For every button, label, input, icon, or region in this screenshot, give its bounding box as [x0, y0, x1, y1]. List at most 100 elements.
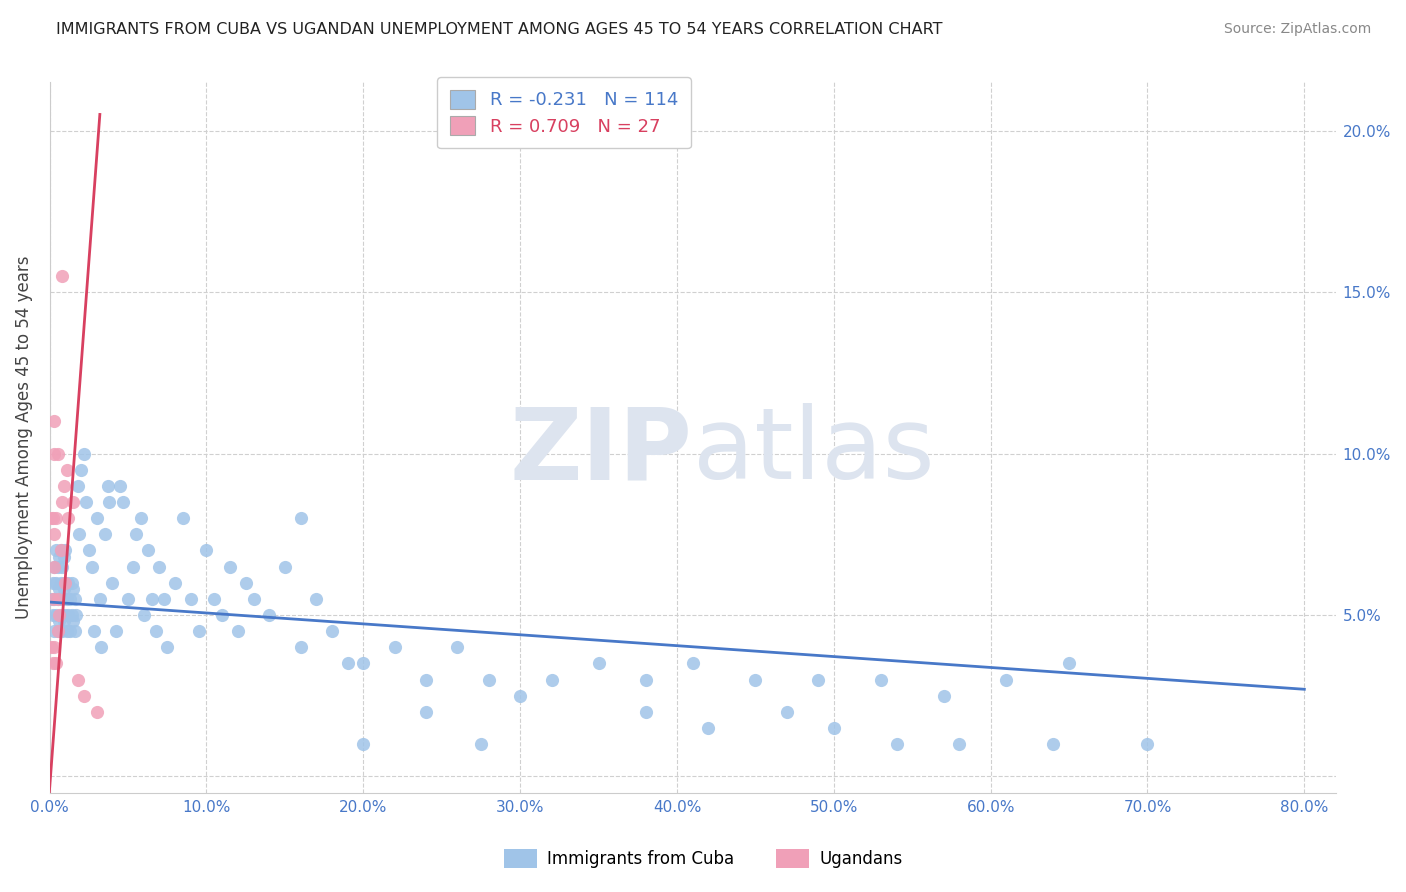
Point — [187, 624, 209, 639]
Point — [44, 640, 66, 655]
Point — [415, 705, 437, 719]
Point — [46, 559, 69, 574]
Point — [509, 689, 531, 703]
Point — [58, 511, 80, 525]
Point — [52, 479, 75, 493]
Point — [69, 527, 91, 541]
Point — [384, 640, 406, 655]
Point — [697, 721, 720, 735]
Text: IMMIGRANTS FROM CUBA VS UGANDAN UNEMPLOYMENT AMONG AGES 45 TO 54 YEARS CORRELATI: IMMIGRANTS FROM CUBA VS UGANDAN UNEMPLOY… — [56, 22, 943, 37]
Point — [110, 479, 132, 493]
Point — [46, 591, 69, 606]
Point — [744, 673, 766, 687]
Point — [117, 591, 139, 606]
Point — [588, 657, 610, 671]
Point — [83, 624, 105, 639]
Point — [56, 463, 79, 477]
Point — [45, 607, 67, 622]
Point — [1057, 657, 1080, 671]
Point — [63, 624, 86, 639]
Point — [478, 673, 501, 687]
Point — [823, 721, 845, 735]
Point — [48, 615, 70, 629]
Point — [336, 657, 359, 671]
Point — [121, 559, 143, 574]
Point — [44, 446, 66, 460]
Point — [257, 607, 280, 622]
Point — [48, 607, 70, 622]
Point — [58, 607, 80, 622]
Point — [219, 559, 242, 574]
Point — [39, 511, 62, 525]
Point — [56, 591, 79, 606]
Point — [132, 607, 155, 622]
Point — [995, 673, 1018, 687]
Point — [807, 673, 830, 687]
Point — [52, 549, 75, 564]
Point — [153, 591, 176, 606]
Point — [51, 268, 73, 283]
Point — [70, 463, 93, 477]
Y-axis label: Unemployment Among Ages 45 to 54 years: Unemployment Among Ages 45 to 54 years — [15, 256, 32, 619]
Point — [62, 615, 84, 629]
Text: Source: ZipAtlas.com: Source: ZipAtlas.com — [1223, 22, 1371, 37]
Point — [93, 527, 115, 541]
Point — [48, 582, 70, 596]
Point — [104, 624, 127, 639]
Point — [53, 607, 76, 622]
Point — [45, 575, 67, 590]
Point — [195, 543, 218, 558]
Point — [53, 575, 76, 590]
Point — [226, 624, 249, 639]
Point — [73, 689, 96, 703]
Point — [290, 640, 312, 655]
Point — [62, 495, 84, 509]
Point — [62, 582, 84, 596]
Point — [101, 575, 124, 590]
Point — [98, 495, 121, 509]
Point — [51, 559, 73, 574]
Point — [51, 624, 73, 639]
Point — [242, 591, 264, 606]
Point — [305, 591, 328, 606]
Point — [77, 543, 100, 558]
Point — [1042, 737, 1064, 751]
Point — [86, 705, 108, 719]
Point — [148, 559, 170, 574]
Point — [634, 705, 657, 719]
Point — [73, 446, 96, 460]
Point — [53, 543, 76, 558]
Point — [211, 607, 233, 622]
Point — [44, 591, 66, 606]
Point — [125, 527, 148, 541]
Point — [42, 575, 65, 590]
Point — [180, 591, 202, 606]
Point — [540, 673, 562, 687]
Point — [89, 591, 111, 606]
Point — [1136, 737, 1159, 751]
Point — [45, 511, 67, 525]
Point — [45, 543, 67, 558]
Point — [52, 615, 75, 629]
Point — [145, 624, 167, 639]
Point — [86, 511, 108, 525]
Point — [48, 549, 70, 564]
Point — [290, 511, 312, 525]
Point — [42, 591, 65, 606]
Legend: R = -0.231   N = 114, R = 0.709   N = 27: R = -0.231 N = 114, R = 0.709 N = 27 — [437, 77, 690, 148]
Point — [470, 737, 492, 751]
Point — [948, 737, 970, 751]
Point — [886, 737, 908, 751]
Point — [60, 575, 83, 590]
Point — [46, 624, 69, 639]
Point — [51, 591, 73, 606]
Point — [156, 640, 179, 655]
Point — [321, 624, 343, 639]
Point — [138, 543, 160, 558]
Point — [682, 657, 704, 671]
Point — [44, 527, 66, 541]
Point — [66, 479, 89, 493]
Point — [46, 624, 69, 639]
Point — [59, 624, 82, 639]
Point — [39, 640, 62, 655]
